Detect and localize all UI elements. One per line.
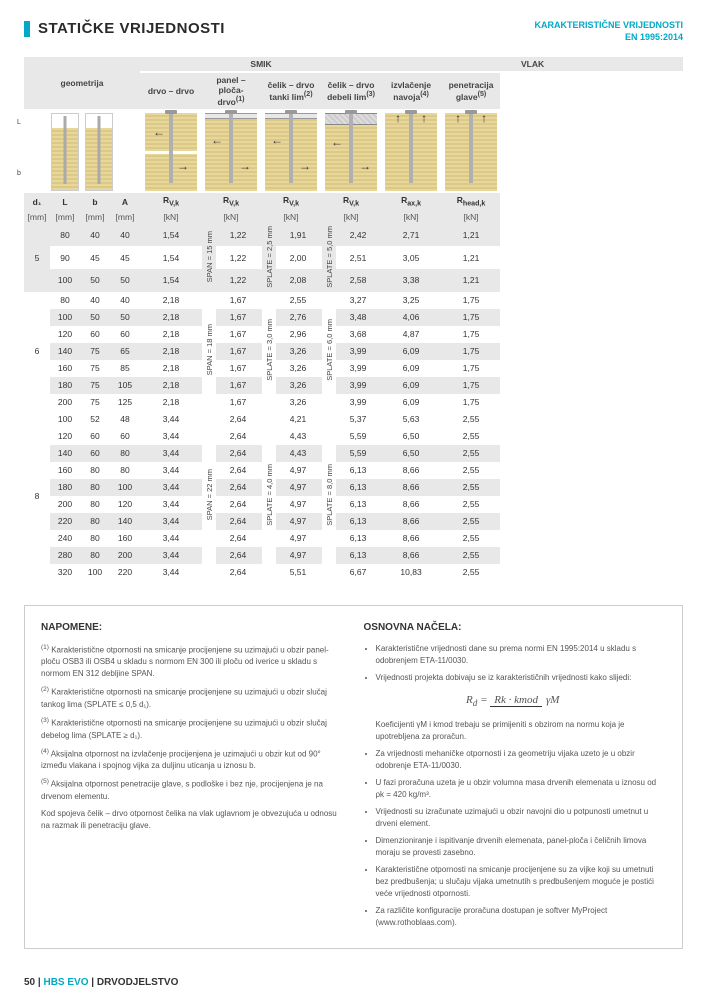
table-row: 810052483,44SPAN = 22 mm2,64SPLATE = 4,0… [24,411,683,428]
units-row: [mm][mm][mm][mm] [kN] [kN] [kN] [kN] [kN… [24,210,683,224]
note-3: (3) Karakteristične otpornosti na smican… [41,716,344,742]
note-5: (5) Aksijalna otpornost penetracije glav… [41,777,344,803]
col-penet: penetracija glave(5) [442,72,500,110]
span-label: SPAN = 18 mm [202,292,216,411]
note-2: (2) Karakteristične otpornosti na smican… [41,685,344,711]
principle-1: Karakteristične vrijednosti dane su prem… [376,643,667,667]
accent-bar [24,21,30,37]
table-row: 200751252,181,673,263,996,091,75 [24,394,683,411]
principle-6: Vrijednosti su izračunate uzimajući u ob… [376,806,667,830]
page-title: STATIČKE VRIJEDNOSTI [38,20,225,37]
symbol-row: d₁LbA RV,k RV,k RV,k RV,k Rax,k Rhead,k [24,193,683,210]
diagram-izvl: ↑↑ [382,110,440,193]
diagram-penet: ↑↑ [442,110,500,193]
formula: Rd = Rk · kmodγM [364,692,667,711]
notes-left: NAPOMENE: (1) Karakteristične otpornosti… [41,620,344,934]
note-4: (4) Aksijalna otpornost na izvlačenje pr… [41,747,344,773]
principle-9: Za različite konfiguracije proračuna dos… [376,905,667,929]
table-row: 200801203,442,644,976,138,662,55 [24,496,683,513]
diagram-row: L b A ←→ ←→ ←→ ←→ ↑↑ ↑↑ [24,110,683,193]
note-kod: Kod spojeva čelik – drvo otpornost čelik… [41,808,344,832]
d1-cell: 5 [24,224,50,292]
col-tanki: čelik – drvo tanki lim(2) [262,72,320,110]
table-row: 10050501,541,222,082,583,381,21 [24,269,683,292]
header-norm: KARAKTERISTIČNE VRIJEDNOSTI EN 1995:2014 [534,20,683,43]
table-row: 12060602,181,672,963,684,871,75 [24,326,683,343]
principle-4: Za vrijednosti mehaničke otpornosti i za… [376,748,667,772]
col-panel: panel – ploča-drvo(1) [202,72,260,110]
principle-2: Vrijednosti projekta dobivaju se iz kara… [376,672,667,684]
table-row: 9045451,541,222,002,513,051,21 [24,246,683,269]
table-row: 180751052,181,673,263,996,091,75 [24,377,683,394]
table-row: 3201002203,442,645,516,6710,832,55 [24,564,683,581]
principle-7: Dimenzioniranje i ispitivanje drvenih el… [376,835,667,859]
col-geom: geometrija [24,57,140,110]
table-row: 14075652,181,673,263,996,091,75 [24,343,683,360]
main-table: geometrija SMIK VLAK drvo – drvo panel –… [24,57,683,580]
page-header: STATIČKE VRIJEDNOSTI KARAKTERISTIČNE VRI… [24,20,683,43]
diagram-drvo: ←→ [142,110,200,193]
diagram-geom: L b A [24,110,140,193]
table-row: 180801003,442,644,976,138,662,55 [24,479,683,496]
plate-b-label: SPLATE = 5,0 mm [322,224,336,292]
table-row: 16075852,181,673,263,996,091,75 [24,360,683,377]
table-row: 220801403,442,644,976,138,662,55 [24,513,683,530]
notes-box: NAPOMENE: (1) Karakteristične otpornosti… [24,605,683,949]
table-row: 240801603,442,644,976,138,662,55 [24,530,683,547]
notes-title: NAPOMENE: [41,620,344,635]
diagram-panel: ←→ [202,110,260,193]
header-group-row: geometrija SMIK VLAK [24,57,683,72]
diagram-tanki: ←→ [262,110,320,193]
table-row: 12060603,442,644,435,596,502,55 [24,428,683,445]
col-izvl: izvlačenje navoja(4) [382,72,440,110]
table-row: 68040402,18SPAN = 18 mm1,67SPLATE = 3,0 … [24,292,683,309]
plate-a-label: SPLATE = 3,0 mm [262,292,276,411]
d1-cell: 6 [24,292,50,411]
principle-5: U fazi proračuna uzeta je u obzir volumn… [376,777,667,801]
principle-3: Koeficijenti γM i kmod trebaju se primij… [376,719,667,743]
table-row: 58040401,54SPAN = 15 mm1,22SPLATE = 2,5 … [24,224,683,247]
plate-b-label: SPLATE = 6,0 mm [322,292,336,411]
table-row: 14060803,442,644,435,596,502,55 [24,445,683,462]
col-drvo: drvo – drvo [142,72,200,110]
d1-cell: 8 [24,411,50,581]
col-smik: SMIK [142,57,380,72]
note-1: (1) Karakteristične otpornosti na smican… [41,643,344,681]
plate-b-label: SPLATE = 8,0 mm [322,411,336,581]
principle-8: Karakteristične otpornosti na smicanje p… [376,864,667,900]
plate-a-label: SPLATE = 2,5 mm [262,224,276,292]
diagram-debeli: ←→ [322,110,380,193]
col-vlak: VLAK [382,57,683,72]
table-row: 280802003,442,644,976,138,662,55 [24,547,683,564]
plate-a-label: SPLATE = 4,0 mm [262,411,276,581]
span-label: SPAN = 15 mm [202,224,216,292]
principles-title: OSNOVNA NAČELA: [364,620,667,635]
table-row: 10050502,181,672,763,484,061,75 [24,309,683,326]
notes-right: OSNOVNA NAČELA: Karakteristične vrijedno… [364,620,667,934]
table-row: 16080803,442,644,976,138,662,55 [24,462,683,479]
col-debeli: čelik – drvo debeli lim(3) [322,72,380,110]
page-footer: 50 | HBS EVO | DRVODJELSTVO [24,977,683,988]
span-label: SPAN = 22 mm [202,411,216,581]
